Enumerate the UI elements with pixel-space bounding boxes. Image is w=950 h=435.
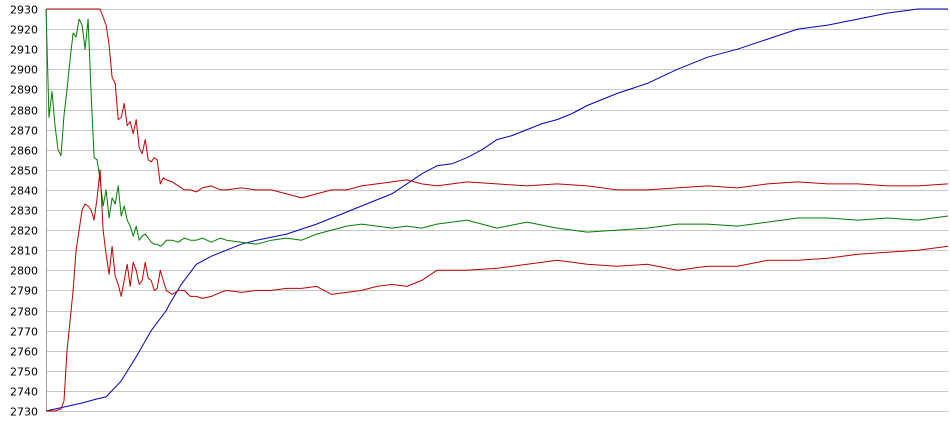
- y-tick-label: 2860: [10, 145, 38, 158]
- y-tick-label: 2900: [10, 64, 38, 77]
- y-tick-label: 2730: [10, 406, 38, 419]
- y-tick-label: 2810: [10, 245, 38, 258]
- y-tick-label: 2800: [10, 265, 38, 278]
- y-axis-ticks: 2730 2740 2750 2760 2770 2780 2790 2800 2810 2820…: [10, 4, 38, 419]
- y-tick-label: 2850: [10, 165, 38, 178]
- y-tick-label: 2870: [10, 125, 38, 138]
- y-tick-label: 2790: [10, 285, 38, 298]
- y-tick-label: 2780: [10, 306, 38, 319]
- series-line-2: [45, 8, 949, 247]
- y-tick-label: 2770: [10, 326, 38, 339]
- y-tick-label: 2930: [10, 4, 38, 17]
- y-tick-label: 2920: [10, 24, 38, 37]
- y-tick-label: 2830: [10, 205, 38, 218]
- y-tick-label: 2760: [10, 346, 38, 359]
- y-tick-label: 2910: [10, 44, 38, 57]
- y-tick-label: 2840: [10, 185, 38, 198]
- y-tick-label: 2890: [10, 84, 38, 97]
- y-tick-label: 2740: [10, 386, 38, 399]
- series-layer: [45, 8, 949, 412]
- series-line-1: [45, 8, 948, 412]
- series-line-3: [46, 8, 949, 199]
- y-tick-label: 2820: [10, 225, 38, 238]
- grid-layer: [46, 9, 948, 412]
- y-tick-label: 2750: [10, 366, 38, 379]
- y-tick-label: 2880: [10, 105, 38, 118]
- series-line-4: [46, 169, 949, 412]
